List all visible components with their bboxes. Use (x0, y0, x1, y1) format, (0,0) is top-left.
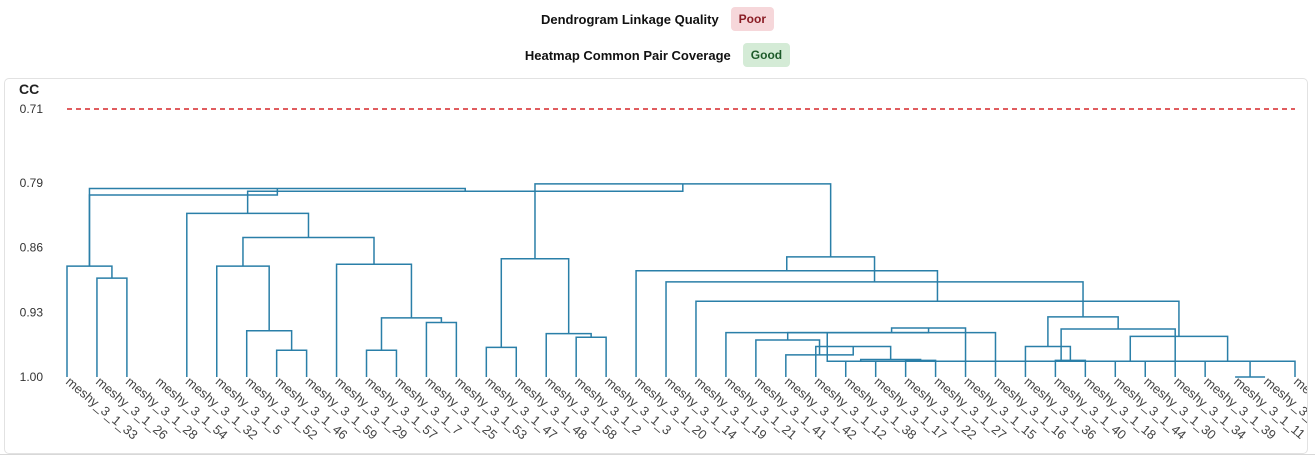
dendrogram-link (186, 212, 310, 377)
dendrogram-chart: CC0.710.790.860.931.00 meshy_3_1_33meshy_… (19, 81, 1307, 442)
linkage-quality-row: Dendrogram Linkage Quality Poor (0, 7, 1315, 31)
dendrogram-link (335, 263, 413, 377)
dendrogram-link (1060, 328, 1176, 377)
bottom-divider (0, 454, 1315, 455)
dendrogram-link (88, 187, 466, 267)
dendrogram-link (96, 277, 128, 377)
y-tick-label: 0.71 (20, 102, 44, 116)
dendrogram-link (1204, 360, 1251, 377)
dendrogram-link (216, 265, 270, 377)
y-tick-label: 0.79 (20, 176, 44, 190)
dendrogram-link (425, 321, 458, 377)
dendrogram-link (785, 346, 854, 377)
dendrogram-link (485, 346, 518, 377)
y-tick-label: 0.86 (20, 241, 44, 255)
dendrogram-panel: CC 0.71 0.79 0.86 0.93 1.00 meshy_3_1_33 meshy_… (4, 78, 1308, 454)
y-tick-label: 0.93 (20, 305, 44, 319)
pair-coverage-row: Heatmap Common Pair Coverage Good (0, 43, 1315, 67)
y-tick-label: 1.00 (20, 370, 44, 384)
dendrogram-link (786, 256, 876, 282)
dendrogram-link (815, 345, 892, 377)
y-axis-title: CC (19, 81, 39, 97)
dendrogram-link (245, 330, 293, 377)
dendrogram-link (545, 332, 592, 377)
dendrogram-link (890, 327, 967, 377)
dendrogram-link (826, 332, 1296, 377)
dendrogram-link (88, 188, 279, 267)
linkage-quality-label: Dendrogram Linkage Quality (540, 11, 719, 27)
dendrogram-link (66, 265, 113, 377)
pair-coverage-label: Heatmap Common Pair Coverage (524, 47, 731, 63)
dendrogram-link (665, 281, 1084, 377)
dendrogram-link (1129, 335, 1229, 362)
dendrogram-link (1047, 316, 1119, 347)
dendrogram-link (365, 349, 398, 377)
linkage-quality-badge: Poor (730, 7, 775, 31)
dendrogram-link (755, 339, 821, 377)
dendrogram-link (575, 336, 607, 377)
dendrogram-link (695, 300, 1180, 377)
dendrogram-link (904, 359, 937, 377)
dendrogram-link (242, 236, 375, 267)
dendrogram-link (534, 183, 832, 259)
pair-coverage-badge: Good (742, 43, 791, 67)
dendrogram-link (1054, 359, 1087, 377)
dendrogram-link (275, 349, 308, 377)
dendrogram-link (725, 328, 930, 377)
